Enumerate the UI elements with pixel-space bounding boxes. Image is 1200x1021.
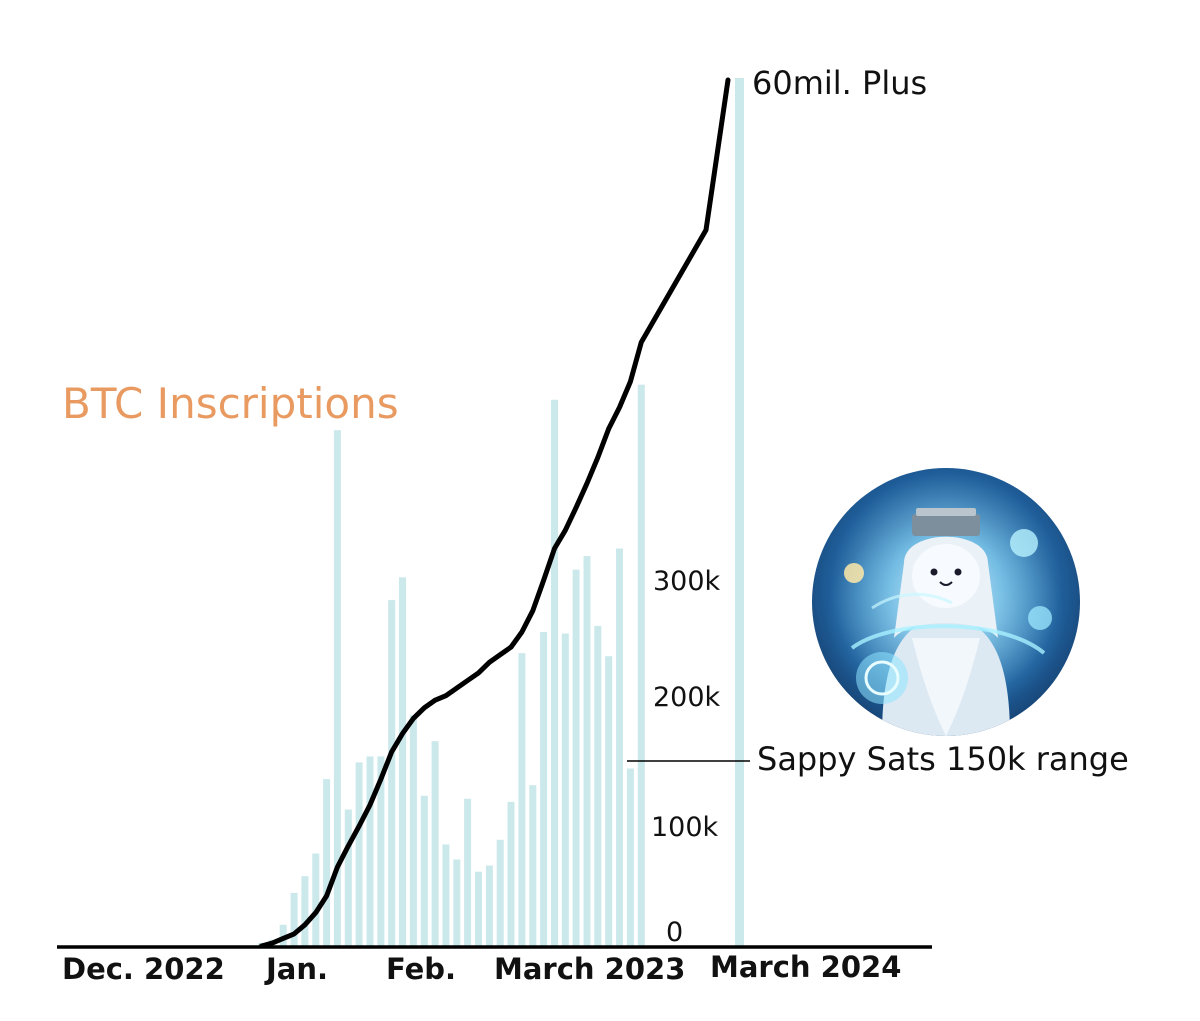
bar (540, 632, 548, 946)
y-tick-0: 0 (666, 917, 683, 948)
bar (279, 924, 287, 946)
x-tick-march-2024: March 2024 (710, 950, 901, 984)
bar (572, 569, 580, 946)
top-annotation: 60mil. Plus (752, 64, 927, 102)
y-tick-100k: 100k (651, 812, 719, 843)
sappy-seal-avatar (812, 468, 1080, 736)
bar (420, 795, 428, 946)
bar (485, 865, 493, 946)
bar (561, 633, 569, 946)
bar (442, 844, 450, 946)
bar (366, 756, 374, 946)
bar (301, 876, 309, 946)
bar (431, 741, 439, 946)
bar (594, 625, 602, 946)
bar (475, 871, 482, 946)
sappy-seal-mage-icon (826, 508, 1066, 736)
bar (605, 656, 613, 946)
chart-title: BTC Inscriptions (62, 379, 399, 428)
bar (409, 715, 417, 946)
range-annotation: Sappy Sats 150k range (757, 740, 1129, 778)
bar (323, 779, 331, 946)
x-tick-jan: Jan. (264, 952, 328, 986)
bar (333, 430, 341, 946)
y-tick-200k: 200k (653, 682, 721, 713)
bar (344, 809, 352, 946)
y-tick-300k: 300k (653, 566, 721, 597)
bar (399, 577, 406, 946)
bar (518, 653, 526, 946)
bar (453, 859, 461, 946)
cumulative-line (259, 77, 731, 949)
bar (626, 768, 634, 946)
x-tick-march-2023: March 2023 (494, 952, 685, 986)
bar (290, 892, 298, 946)
bar-series (258, 384, 645, 946)
bar (464, 798, 472, 946)
x-tick-feb: Feb. (386, 952, 456, 986)
x-tick-dec-2022: Dec. 2022 (62, 952, 225, 986)
bar (637, 384, 645, 946)
bar (355, 762, 363, 946)
bar (312, 853, 320, 946)
bar-march-2024 (735, 78, 744, 946)
bar (388, 600, 396, 946)
bar (377, 756, 385, 946)
bar (551, 399, 558, 946)
bar (529, 785, 537, 946)
bar (616, 548, 623, 946)
bar (507, 801, 515, 946)
bar (496, 839, 504, 946)
bar (583, 556, 591, 946)
